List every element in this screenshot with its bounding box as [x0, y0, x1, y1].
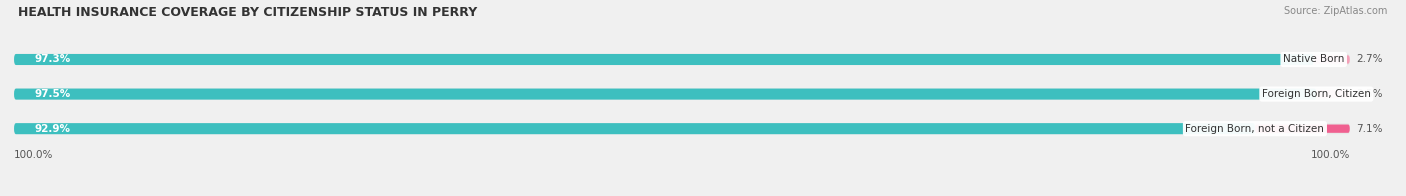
FancyBboxPatch shape [14, 123, 1350, 134]
Text: Foreign Born, not a Citizen: Foreign Born, not a Citizen [1185, 124, 1324, 134]
Text: 2.7%: 2.7% [1357, 54, 1384, 64]
Text: 92.9%: 92.9% [34, 124, 70, 134]
FancyBboxPatch shape [1313, 55, 1350, 64]
FancyBboxPatch shape [14, 123, 1256, 134]
Text: 97.5%: 97.5% [34, 89, 70, 99]
Text: 7.1%: 7.1% [1357, 124, 1384, 134]
Text: Source: ZipAtlas.com: Source: ZipAtlas.com [1284, 6, 1388, 16]
FancyBboxPatch shape [14, 54, 1313, 65]
Text: Foreign Born, Citizen: Foreign Born, Citizen [1263, 89, 1371, 99]
Text: 2.5%: 2.5% [1357, 89, 1384, 99]
FancyBboxPatch shape [1316, 90, 1350, 98]
FancyBboxPatch shape [1256, 124, 1350, 133]
Text: Native Born: Native Born [1284, 54, 1344, 64]
Text: HEALTH INSURANCE COVERAGE BY CITIZENSHIP STATUS IN PERRY: HEALTH INSURANCE COVERAGE BY CITIZENSHIP… [18, 6, 478, 19]
Text: 97.3%: 97.3% [34, 54, 70, 64]
FancyBboxPatch shape [14, 89, 1316, 100]
FancyBboxPatch shape [14, 54, 1350, 65]
Text: 100.0%: 100.0% [1310, 150, 1350, 160]
FancyBboxPatch shape [14, 89, 1350, 100]
Text: 100.0%: 100.0% [14, 150, 53, 160]
